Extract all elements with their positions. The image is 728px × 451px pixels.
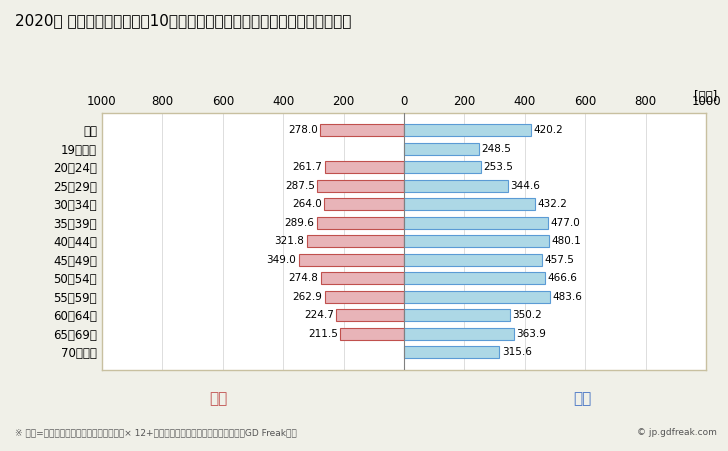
Text: © jp.gdfreak.com: © jp.gdfreak.com — [637, 428, 717, 437]
Text: 483.6: 483.6 — [553, 292, 582, 302]
Text: 466.6: 466.6 — [547, 273, 577, 283]
Text: 363.9: 363.9 — [516, 329, 546, 339]
Text: 男性: 男性 — [573, 391, 592, 407]
Text: 477.0: 477.0 — [550, 218, 580, 228]
Text: ※ 年収=「きまって支給する現金給与額」× 12+「年間賞与その他特別給与額」としてGD Freak推計: ※ 年収=「きまって支給する現金給与額」× 12+「年間賞与その他特別給与額」と… — [15, 428, 296, 437]
Text: 女性: 女性 — [209, 391, 228, 407]
Text: 289.6: 289.6 — [284, 218, 314, 228]
Text: 420.2: 420.2 — [534, 125, 563, 135]
Bar — [298, 254, 404, 266]
Text: 224.7: 224.7 — [304, 310, 333, 320]
Text: 253.5: 253.5 — [483, 162, 513, 172]
Bar — [404, 328, 514, 340]
Text: 261.7: 261.7 — [293, 162, 323, 172]
Text: [万円]: [万円] — [694, 90, 717, 103]
Text: 248.5: 248.5 — [481, 144, 511, 154]
Bar — [404, 309, 510, 321]
Bar — [336, 309, 404, 321]
Bar — [320, 124, 404, 137]
Bar — [404, 346, 499, 358]
Text: 344.6: 344.6 — [510, 181, 540, 191]
Bar — [340, 328, 404, 340]
Text: 480.1: 480.1 — [552, 236, 581, 246]
Text: 349.0: 349.0 — [266, 255, 296, 265]
Bar — [404, 124, 531, 137]
Text: 432.2: 432.2 — [537, 199, 567, 209]
Text: 262.9: 262.9 — [293, 292, 323, 302]
Bar — [321, 272, 404, 284]
Text: 278.0: 278.0 — [288, 125, 317, 135]
Text: 264.0: 264.0 — [292, 199, 322, 209]
Bar — [404, 291, 550, 303]
Text: 457.5: 457.5 — [545, 255, 574, 265]
Text: 287.5: 287.5 — [285, 181, 314, 191]
Bar — [404, 180, 508, 192]
Bar — [404, 217, 548, 229]
Bar — [317, 180, 404, 192]
Bar — [404, 272, 545, 284]
Bar — [324, 198, 404, 210]
Bar — [306, 235, 404, 247]
Bar — [404, 198, 534, 210]
Bar — [325, 291, 404, 303]
Text: 350.2: 350.2 — [513, 310, 542, 320]
Text: 321.8: 321.8 — [274, 236, 304, 246]
Bar — [404, 254, 542, 266]
Text: 2020年 民間企業（従業者数10人以上）フルタイム労働者の男女別平均年収: 2020年 民間企業（従業者数10人以上）フルタイム労働者の男女別平均年収 — [15, 14, 351, 28]
Bar — [404, 143, 479, 155]
Bar — [404, 235, 549, 247]
Text: 211.5: 211.5 — [308, 329, 338, 339]
Bar — [317, 217, 404, 229]
Bar — [404, 161, 480, 173]
Text: 315.6: 315.6 — [502, 347, 531, 357]
Bar — [325, 161, 404, 173]
Text: 274.8: 274.8 — [289, 273, 319, 283]
